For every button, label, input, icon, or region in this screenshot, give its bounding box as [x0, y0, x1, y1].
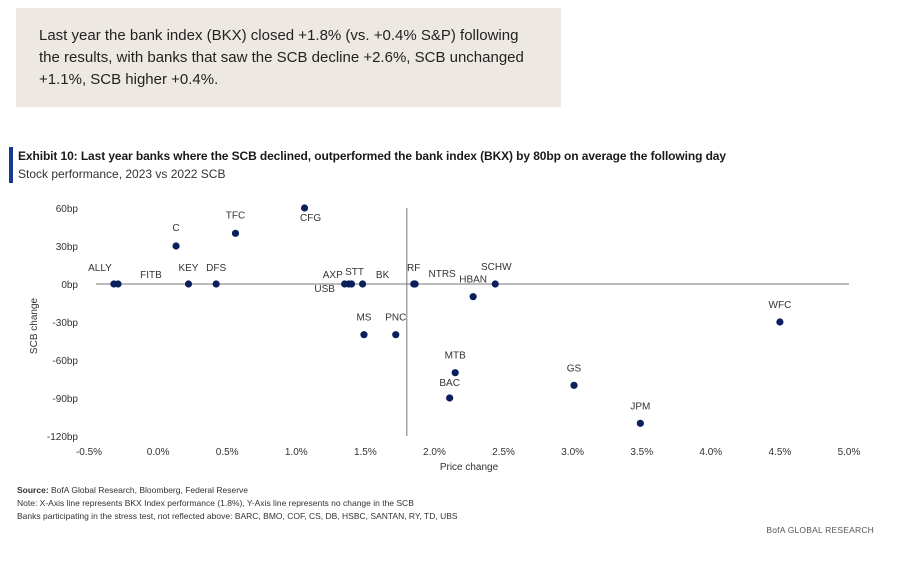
point-label-bac: BAC: [439, 378, 460, 389]
point-label-stt: STT: [345, 267, 364, 278]
x-axis-label: Price change: [440, 462, 499, 473]
point-label-cfg: CFG: [300, 213, 321, 224]
point-label-jpm: JPM: [630, 401, 650, 412]
summary-callout: Last year the bank index (BKX) closed +1…: [16, 8, 561, 107]
brand-footer: BofA GLOBAL RESEARCH: [766, 525, 874, 535]
y-tick-label: -120bp: [47, 432, 79, 443]
exhibit-subtitle: Stock performance, 2023 vs 2022 SCB: [18, 167, 226, 181]
x-tick-label: 1.5%: [354, 447, 377, 458]
x-tick-label: 0.0%: [147, 447, 170, 458]
y-axis-label: SCB change: [29, 297, 40, 354]
point-label-hban: HBAN: [459, 275, 487, 286]
point-label-wfc: WFC: [769, 300, 792, 311]
point-label-usb: USB: [314, 284, 335, 295]
point-bk: [359, 280, 367, 288]
x-tick-label: -0.5%: [76, 447, 102, 458]
callout-line-2: the results, with banks that saw the SCB…: [39, 49, 524, 66]
point-label-schw: SCHW: [481, 262, 512, 273]
y-tick-label: -90bp: [52, 394, 78, 405]
point-schw: [491, 280, 499, 288]
x-tick-label: 3.5%: [630, 447, 653, 458]
exhibit-title: Exhibit 10: Last year banks where the SC…: [18, 149, 726, 163]
point-bac: [446, 394, 454, 402]
x-tick-label: 5.0%: [838, 447, 861, 458]
point-label-gs: GS: [567, 363, 582, 374]
point-label-key: KEY: [178, 263, 198, 274]
source-label: Source:: [17, 485, 49, 495]
point-c: [172, 242, 180, 250]
point-label-ms: MS: [356, 313, 371, 324]
x-tick-label: 4.5%: [769, 447, 792, 458]
point-dfs: [212, 280, 220, 288]
callout-line-3: +1.1%, SCB higher +0.4%.: [39, 71, 219, 88]
point-label-rf: RF: [407, 263, 420, 274]
point-label-c: C: [172, 223, 179, 234]
point-hban: [469, 293, 477, 301]
source-text: BofA Global Research, Bloomberg, Federal…: [48, 485, 249, 495]
y-tick-label: -60bp: [52, 356, 78, 367]
point-label-dfs: DFS: [206, 263, 226, 274]
point-gs: [570, 381, 578, 389]
chart-axes: 60bp 30bp 0bp -30bp -60bp -90bp -120bp -0.5% 0.0…: [29, 204, 861, 473]
source-line: Source: BofA Global Research, Bloomberg,…: [17, 484, 458, 497]
y-tick-label: 0bp: [61, 280, 78, 291]
point-label-axp: AXP: [323, 270, 343, 281]
point-wfc: [776, 318, 784, 326]
x-tick-label: 2.5%: [492, 447, 515, 458]
chart-notes: Source: BofA Global Research, Bloomberg,…: [17, 484, 458, 523]
point-jpm: [636, 419, 644, 427]
x-tick-label: 0.5%: [216, 447, 239, 458]
x-tick-label: 2.0%: [423, 447, 446, 458]
point-label-ntrs: NTRS: [428, 269, 456, 280]
point-label-mtb: MTB: [445, 351, 466, 362]
y-tick-label: 30bp: [56, 242, 79, 253]
y-tick-label: 60bp: [56, 204, 79, 215]
x-tick-label: 4.0%: [699, 447, 722, 458]
point-label-bk: BK: [376, 270, 390, 281]
chart-points: ALLY FITB C KEY DFS TFC CFG USB AXP STT BK MS PNC RF N…: [88, 204, 791, 427]
point-label-pnc: PNC: [385, 313, 406, 324]
point-stt: [347, 280, 356, 288]
point-ms: [360, 331, 368, 339]
point-cfg: [300, 204, 309, 212]
exhibit-accent-bar: [9, 147, 13, 183]
point-mtb: [451, 369, 459, 377]
banks-note-line: Banks participating in the stress test, …: [17, 511, 458, 521]
point-label-fitb: FITB: [140, 270, 162, 281]
point-fitb: [114, 280, 122, 288]
point-key: [184, 280, 193, 288]
x-tick-label: 3.0%: [561, 447, 584, 458]
point-label-tfc: TFC: [226, 210, 245, 221]
point-ntrs: [411, 280, 419, 288]
point-label-ally: ALLY: [88, 263, 112, 274]
point-pnc: [392, 331, 400, 339]
y-tick-label: -30bp: [52, 318, 78, 329]
note-line: Note: X-Axis line represents BKX Index p…: [17, 498, 414, 508]
point-tfc: [231, 229, 240, 237]
callout-line-1: Last year the bank index (BKX) closed +1…: [39, 27, 519, 44]
x-tick-label: 1.0%: [285, 447, 308, 458]
